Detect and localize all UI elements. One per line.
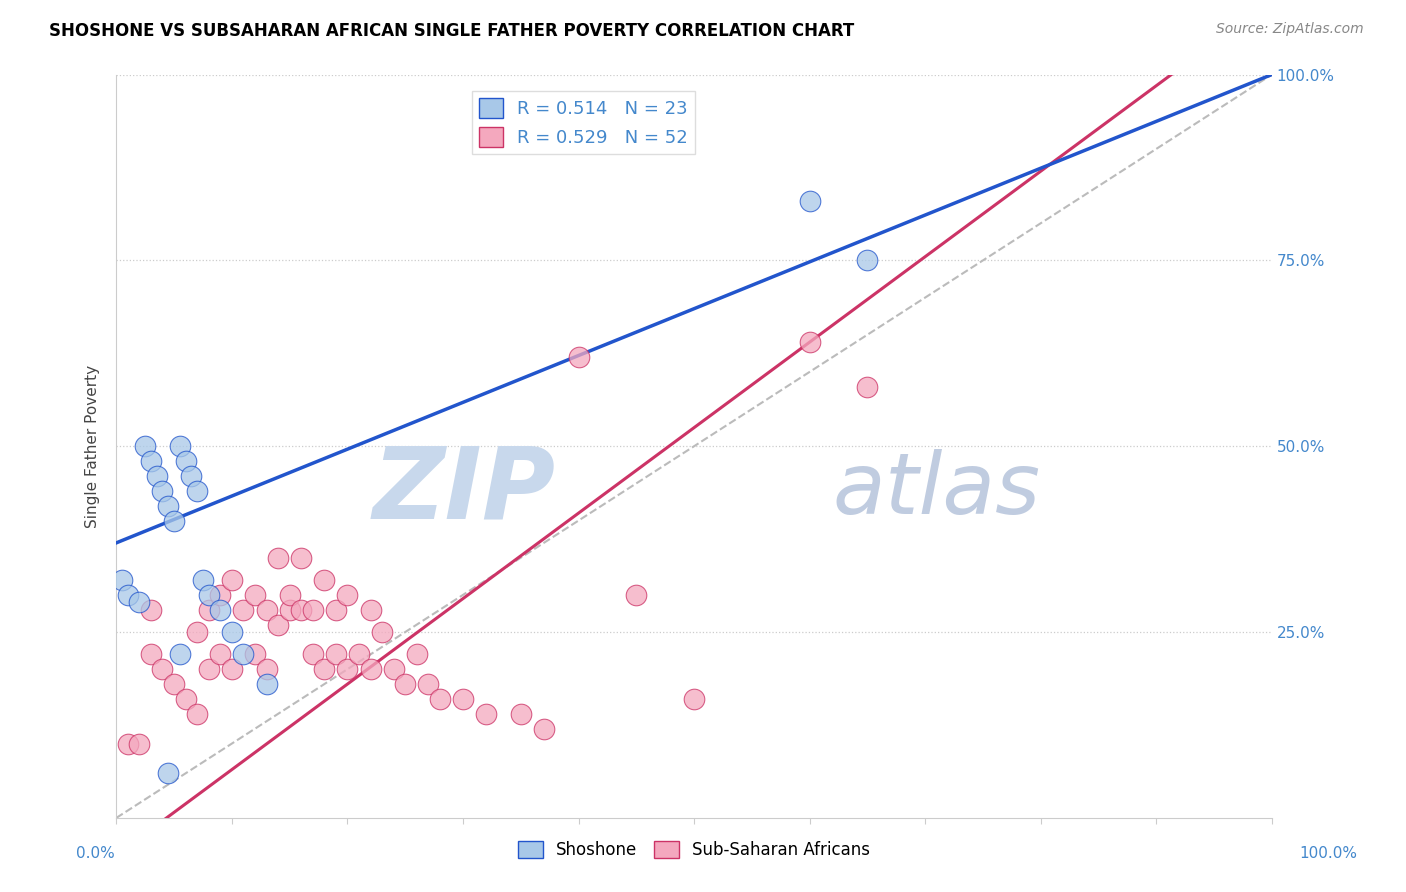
Point xyxy=(394,677,416,691)
Point xyxy=(325,603,347,617)
Point xyxy=(139,603,162,617)
Point xyxy=(856,253,879,268)
Point xyxy=(290,550,312,565)
Point xyxy=(336,662,359,676)
Point xyxy=(152,662,174,676)
Point xyxy=(186,625,208,640)
Point xyxy=(221,573,243,587)
Point xyxy=(371,625,394,640)
Point xyxy=(209,588,232,602)
Point xyxy=(799,194,821,208)
Legend: R = 0.514   N = 23, R = 0.529   N = 52: R = 0.514 N = 23, R = 0.529 N = 52 xyxy=(472,91,695,154)
Point xyxy=(243,648,266,662)
Point xyxy=(382,662,405,676)
Point xyxy=(180,469,202,483)
Point xyxy=(139,454,162,468)
Point xyxy=(157,499,180,513)
Point xyxy=(475,706,498,721)
Point xyxy=(128,595,150,609)
Point xyxy=(683,692,706,706)
Point xyxy=(509,706,531,721)
Point xyxy=(111,573,134,587)
Point xyxy=(314,573,336,587)
Text: 100.0%: 100.0% xyxy=(1299,846,1358,861)
Text: ZIP: ZIP xyxy=(373,442,555,540)
Point xyxy=(567,350,589,364)
Point xyxy=(163,677,186,691)
Point xyxy=(301,603,323,617)
Point xyxy=(117,588,139,602)
Point xyxy=(163,514,186,528)
Point xyxy=(221,662,243,676)
Point xyxy=(325,648,347,662)
Point xyxy=(429,692,451,706)
Point xyxy=(799,335,821,350)
Point xyxy=(117,737,139,751)
Point xyxy=(267,617,290,632)
Point xyxy=(314,662,336,676)
Text: 0.0%: 0.0% xyxy=(76,846,115,861)
Point xyxy=(157,766,180,780)
Point xyxy=(197,662,219,676)
Point xyxy=(347,648,370,662)
Point xyxy=(360,662,382,676)
Point xyxy=(139,648,162,662)
Point xyxy=(128,737,150,751)
Point xyxy=(256,662,278,676)
Point xyxy=(256,603,278,617)
Point xyxy=(533,722,555,736)
Point xyxy=(145,469,167,483)
Point xyxy=(209,648,232,662)
Text: Source: ZipAtlas.com: Source: ZipAtlas.com xyxy=(1216,22,1364,37)
Point xyxy=(152,483,174,498)
Point xyxy=(174,454,197,468)
Point xyxy=(209,603,232,617)
Point xyxy=(197,603,219,617)
Point xyxy=(405,648,427,662)
Point xyxy=(278,588,301,602)
Point xyxy=(169,439,191,453)
Point xyxy=(360,603,382,617)
Point xyxy=(174,692,197,706)
Point xyxy=(191,573,214,587)
Y-axis label: Single Father Poverty: Single Father Poverty xyxy=(86,365,100,528)
Point xyxy=(186,483,208,498)
Point xyxy=(418,677,440,691)
Point xyxy=(267,550,290,565)
Point xyxy=(134,439,156,453)
Point xyxy=(336,588,359,602)
Point xyxy=(256,677,278,691)
Point xyxy=(243,588,266,602)
Point xyxy=(290,603,312,617)
Point xyxy=(232,648,254,662)
Point xyxy=(186,706,208,721)
Point xyxy=(169,648,191,662)
Point xyxy=(197,588,219,602)
Text: atlas: atlas xyxy=(832,450,1040,533)
Point xyxy=(626,588,648,602)
Text: SHOSHONE VS SUBSAHARAN AFRICAN SINGLE FATHER POVERTY CORRELATION CHART: SHOSHONE VS SUBSAHARAN AFRICAN SINGLE FA… xyxy=(49,22,855,40)
Point xyxy=(278,603,301,617)
Point xyxy=(451,692,474,706)
Point xyxy=(856,380,879,394)
Point xyxy=(301,648,323,662)
Point xyxy=(221,625,243,640)
Point xyxy=(232,603,254,617)
